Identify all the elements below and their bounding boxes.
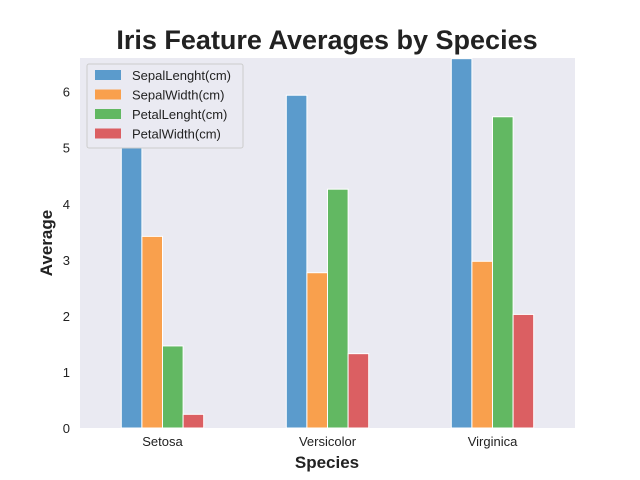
y-tick-label: 2 xyxy=(63,309,70,324)
y-axis-ticks: 0 1 2 3 4 5 6 xyxy=(63,85,70,436)
x-axis-ticks: Setosa Versicolor Virginica xyxy=(142,434,518,449)
y-axis-label: Average xyxy=(37,210,56,276)
legend: SepalLenght(cm) SepalWidth(cm) PetalLenght… xyxy=(86,63,244,149)
legend-swatch xyxy=(95,128,121,139)
x-axis-label: Species xyxy=(295,453,359,472)
legend-swatch xyxy=(95,70,121,80)
legend-box xyxy=(86,63,244,149)
bar-petalwidthcm-virginica xyxy=(512,313,535,429)
legend-label: PetalLenght(cm) xyxy=(132,107,227,122)
bar-sepalwidthcm-setosa xyxy=(141,235,163,429)
bar-sepalwidthcm-virginica xyxy=(471,260,493,429)
bar-petalwidthcm-versicolor xyxy=(347,353,370,429)
bar-petallenghtcm-setosa xyxy=(162,345,184,429)
legend-swatch xyxy=(95,109,121,119)
bar-petalwidthcm-setosa xyxy=(182,413,205,429)
y-tick-label: 6 xyxy=(63,85,70,100)
y-tick-label: 5 xyxy=(63,141,70,156)
bar-petallenghtcm-versicolor xyxy=(327,188,349,429)
y-tick-label: 4 xyxy=(63,197,70,212)
bar-petallenghtcm-virginica xyxy=(492,116,514,429)
y-tick-label: 1 xyxy=(63,365,70,380)
legend-label: PetalWidth(cm) xyxy=(132,127,221,142)
bar-sepallenghtcm-setosa xyxy=(120,146,143,429)
bar-sepallenghtcm-virginica xyxy=(450,58,473,429)
x-tick-label: Virginica xyxy=(468,434,518,449)
legend-swatch xyxy=(95,89,121,100)
bar-sepalwidthcm-versicolor xyxy=(306,272,328,429)
bar-sepallenghtcm-versicolor xyxy=(285,94,308,429)
legend-label: SepalLenght(cm) xyxy=(132,68,231,83)
legend-label: SepalWidth(cm) xyxy=(132,88,224,103)
y-tick-label: 0 xyxy=(63,421,70,436)
chart-title: Iris Feature Averages by Species xyxy=(116,25,537,55)
x-tick-label: Versicolor xyxy=(299,434,357,449)
x-tick-label: Setosa xyxy=(142,434,183,449)
y-tick-label: 3 xyxy=(63,253,70,268)
bars-group xyxy=(120,58,535,429)
